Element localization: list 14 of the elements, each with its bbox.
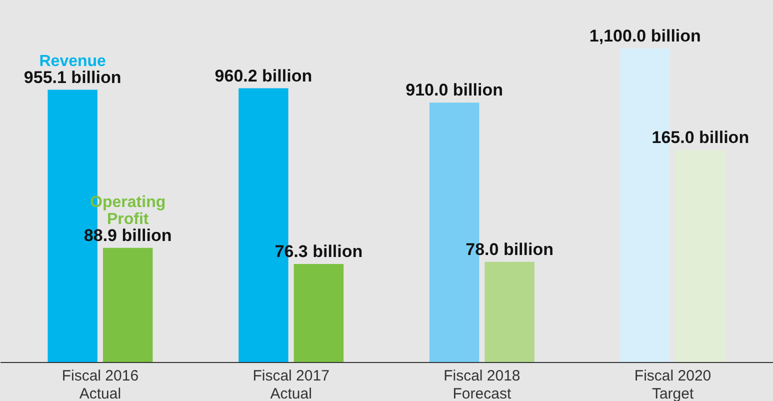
x-tick-label: Fiscal 2018 Forecast [444,368,520,401]
x-tick-label: Fiscal 2016 Actual [62,368,139,401]
bar [294,264,344,362]
bar [676,150,726,362]
data-label: 910.0 billion [406,80,503,100]
series-label: Revenue [39,52,106,70]
data-label: 165.0 billion [652,128,750,148]
bar [102,248,153,362]
data-label: 1,100.0 billion [589,26,701,46]
bar [484,262,534,362]
x-tick-label: Fiscal 2017 Actual [252,368,330,401]
data-label: 955.1 billion [24,68,122,87]
data-label: 960.2 billion [214,66,312,86]
data-label: 78.0 billion [466,240,554,259]
